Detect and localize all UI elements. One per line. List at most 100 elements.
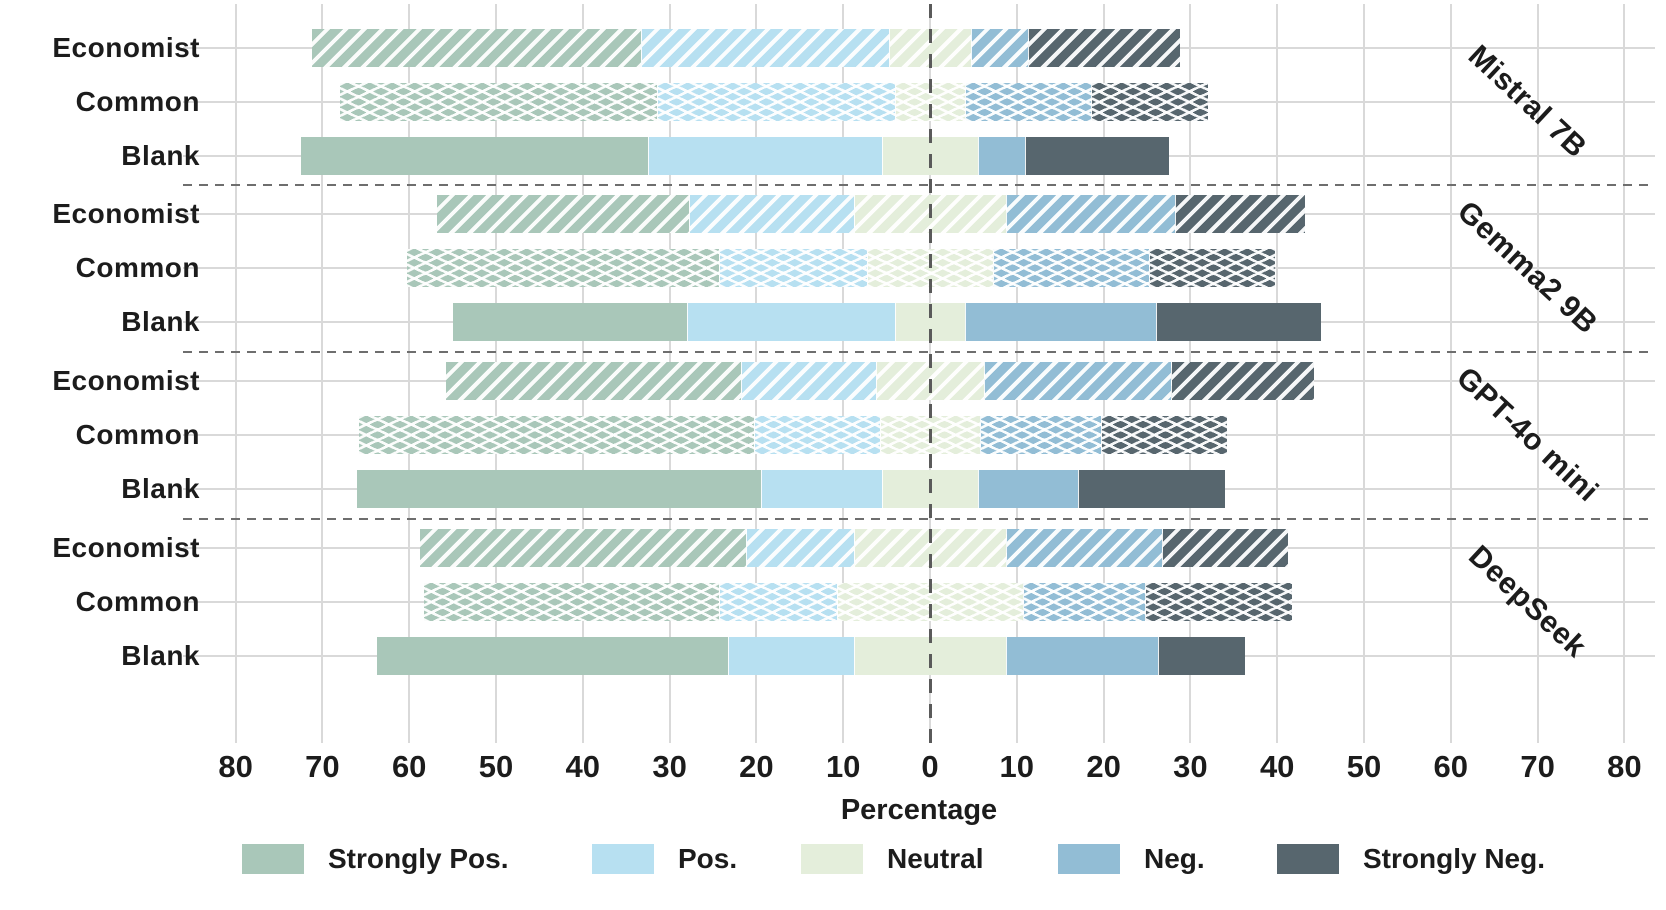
x-axis-title: Percentage bbox=[840, 794, 998, 826]
row-label-economist: Economist bbox=[52, 198, 200, 229]
x-tick-label: 40 bbox=[565, 749, 601, 784]
bar-segment-strongly-neg bbox=[1155, 303, 1321, 341]
bar-segment-strongly-pos bbox=[359, 416, 755, 454]
x-tick-label: 70 bbox=[1520, 749, 1555, 784]
bar-mistral-7b-common bbox=[339, 83, 1208, 121]
bar-gemma2-9b-common bbox=[407, 249, 1275, 287]
x-tick-label: 30 bbox=[652, 749, 687, 784]
row-label-common: Common bbox=[75, 586, 200, 617]
bar-gemma2-9b-blank bbox=[452, 303, 1321, 341]
legend-label: Neg. bbox=[1144, 843, 1205, 874]
x-tick-label: 80 bbox=[218, 749, 253, 784]
row-label-blank: Blank bbox=[121, 140, 200, 171]
bar-segment-strongly-pos bbox=[357, 470, 761, 508]
x-tick-label: 50 bbox=[1346, 749, 1382, 784]
x-tick-label: 30 bbox=[1173, 749, 1208, 784]
bar-segment-strongly-pos bbox=[407, 249, 720, 287]
row-label-blank: Blank bbox=[121, 306, 200, 337]
bar-segment-neg bbox=[1005, 529, 1163, 567]
x-tick-label: 20 bbox=[739, 749, 774, 784]
bar-deepseek-blank bbox=[376, 637, 1245, 675]
bar-segment-neg bbox=[984, 362, 1171, 400]
x-tick-label: 40 bbox=[1259, 749, 1295, 784]
bar-segment-neg bbox=[964, 83, 1091, 121]
x-tick-label: 0 bbox=[921, 749, 939, 784]
row-label-economist: Economist bbox=[52, 365, 200, 396]
bar-mistral-7b-blank bbox=[300, 137, 1169, 175]
legend-swatch bbox=[592, 844, 654, 874]
x-gridline bbox=[1623, 4, 1626, 743]
x-gridline bbox=[1449, 4, 1452, 743]
legend-label: Strongly Pos. bbox=[328, 843, 509, 874]
x-tick-label: 70 bbox=[305, 749, 340, 784]
legend-label: Strongly Neg. bbox=[1363, 843, 1546, 874]
row-label-blank: Blank bbox=[121, 473, 200, 504]
x-tick-label: 20 bbox=[1086, 749, 1121, 784]
bar-mistral-7b-economist bbox=[311, 29, 1180, 67]
zero-axis-line bbox=[928, 4, 932, 743]
x-gridline bbox=[1363, 4, 1365, 743]
bar-segment-pos bbox=[760, 470, 883, 508]
bar-segment-neg bbox=[977, 470, 1078, 508]
bar-segment-neg bbox=[964, 303, 1156, 341]
x-tick-label: 60 bbox=[1433, 749, 1469, 784]
bar-segment-strongly-neg bbox=[1144, 583, 1293, 621]
x-tick-label: 80 bbox=[1607, 749, 1642, 784]
group-divider bbox=[183, 350, 1655, 353]
bar-segment-neg bbox=[971, 29, 1028, 67]
bar-segment-pos bbox=[719, 583, 837, 621]
bar-deepseek-common bbox=[424, 583, 1293, 621]
row-label-common: Common bbox=[75, 419, 200, 450]
x-tick-label: 10 bbox=[999, 749, 1035, 784]
bar-segment-neg bbox=[1023, 583, 1145, 621]
bar-segment-neg bbox=[1005, 637, 1158, 675]
bar-segment-pos bbox=[656, 83, 896, 121]
bar-segment-neg bbox=[1005, 195, 1176, 233]
bar-segment-strongly-pos bbox=[300, 137, 648, 175]
bar-segment-strongly-pos bbox=[376, 637, 729, 675]
bar-segment-strongly-neg bbox=[1027, 29, 1180, 67]
row-label-common: Common bbox=[75, 86, 200, 117]
x-gridline bbox=[321, 4, 324, 743]
x-tick-label: 60 bbox=[391, 749, 427, 784]
bar-segment-strongly-neg bbox=[1090, 83, 1208, 121]
bar-segment-strongly-pos bbox=[437, 195, 690, 233]
bar-segment-strongly-neg bbox=[1175, 195, 1306, 233]
bar-segment-neg bbox=[992, 249, 1150, 287]
x-tick-label: 50 bbox=[478, 749, 514, 784]
legend-swatch bbox=[801, 844, 863, 874]
bar-segment-neg bbox=[977, 137, 1026, 175]
bar-segment-strongly-pos bbox=[446, 362, 742, 400]
row-label-common: Common bbox=[75, 252, 200, 283]
bar-segment-neg bbox=[979, 416, 1102, 454]
bar-segment-pos bbox=[754, 416, 881, 454]
bar-deepseek-economist bbox=[420, 529, 1289, 567]
bar-segment-pos bbox=[686, 303, 896, 341]
bar-segment-pos bbox=[741, 362, 876, 400]
group-divider bbox=[183, 517, 1655, 520]
bar-segment-pos bbox=[647, 137, 883, 175]
bar-segment-strongly-neg bbox=[1170, 362, 1315, 400]
legend-label: Pos. bbox=[678, 843, 738, 874]
bar-segment-strongly-neg bbox=[1149, 249, 1275, 287]
x-gridline bbox=[234, 4, 237, 743]
legend-label: Neutral bbox=[887, 843, 984, 874]
legend-swatch bbox=[1058, 844, 1120, 874]
row-label-blank: Blank bbox=[121, 640, 200, 671]
bar-segment-strongly-pos bbox=[452, 303, 687, 341]
bar-segment-pos bbox=[719, 249, 868, 287]
bar-segment-strongly-pos bbox=[424, 583, 720, 621]
bar-gemma2-9b-economist bbox=[437, 195, 1306, 233]
bar-segment-pos bbox=[728, 637, 855, 675]
bar-segment-pos bbox=[689, 195, 855, 233]
legend-swatch bbox=[1277, 844, 1339, 874]
bar-gpt-4o-mini-economist bbox=[446, 362, 1315, 400]
x-gridline bbox=[1536, 4, 1539, 743]
bar-segment-strongly-neg bbox=[1101, 416, 1228, 454]
bar-gpt-4o-mini-blank bbox=[357, 470, 1226, 508]
bar-segment-pos bbox=[641, 29, 889, 67]
row-label-economist: Economist bbox=[52, 32, 200, 63]
legend-swatch bbox=[242, 844, 304, 874]
bar-segment-pos bbox=[745, 529, 855, 567]
